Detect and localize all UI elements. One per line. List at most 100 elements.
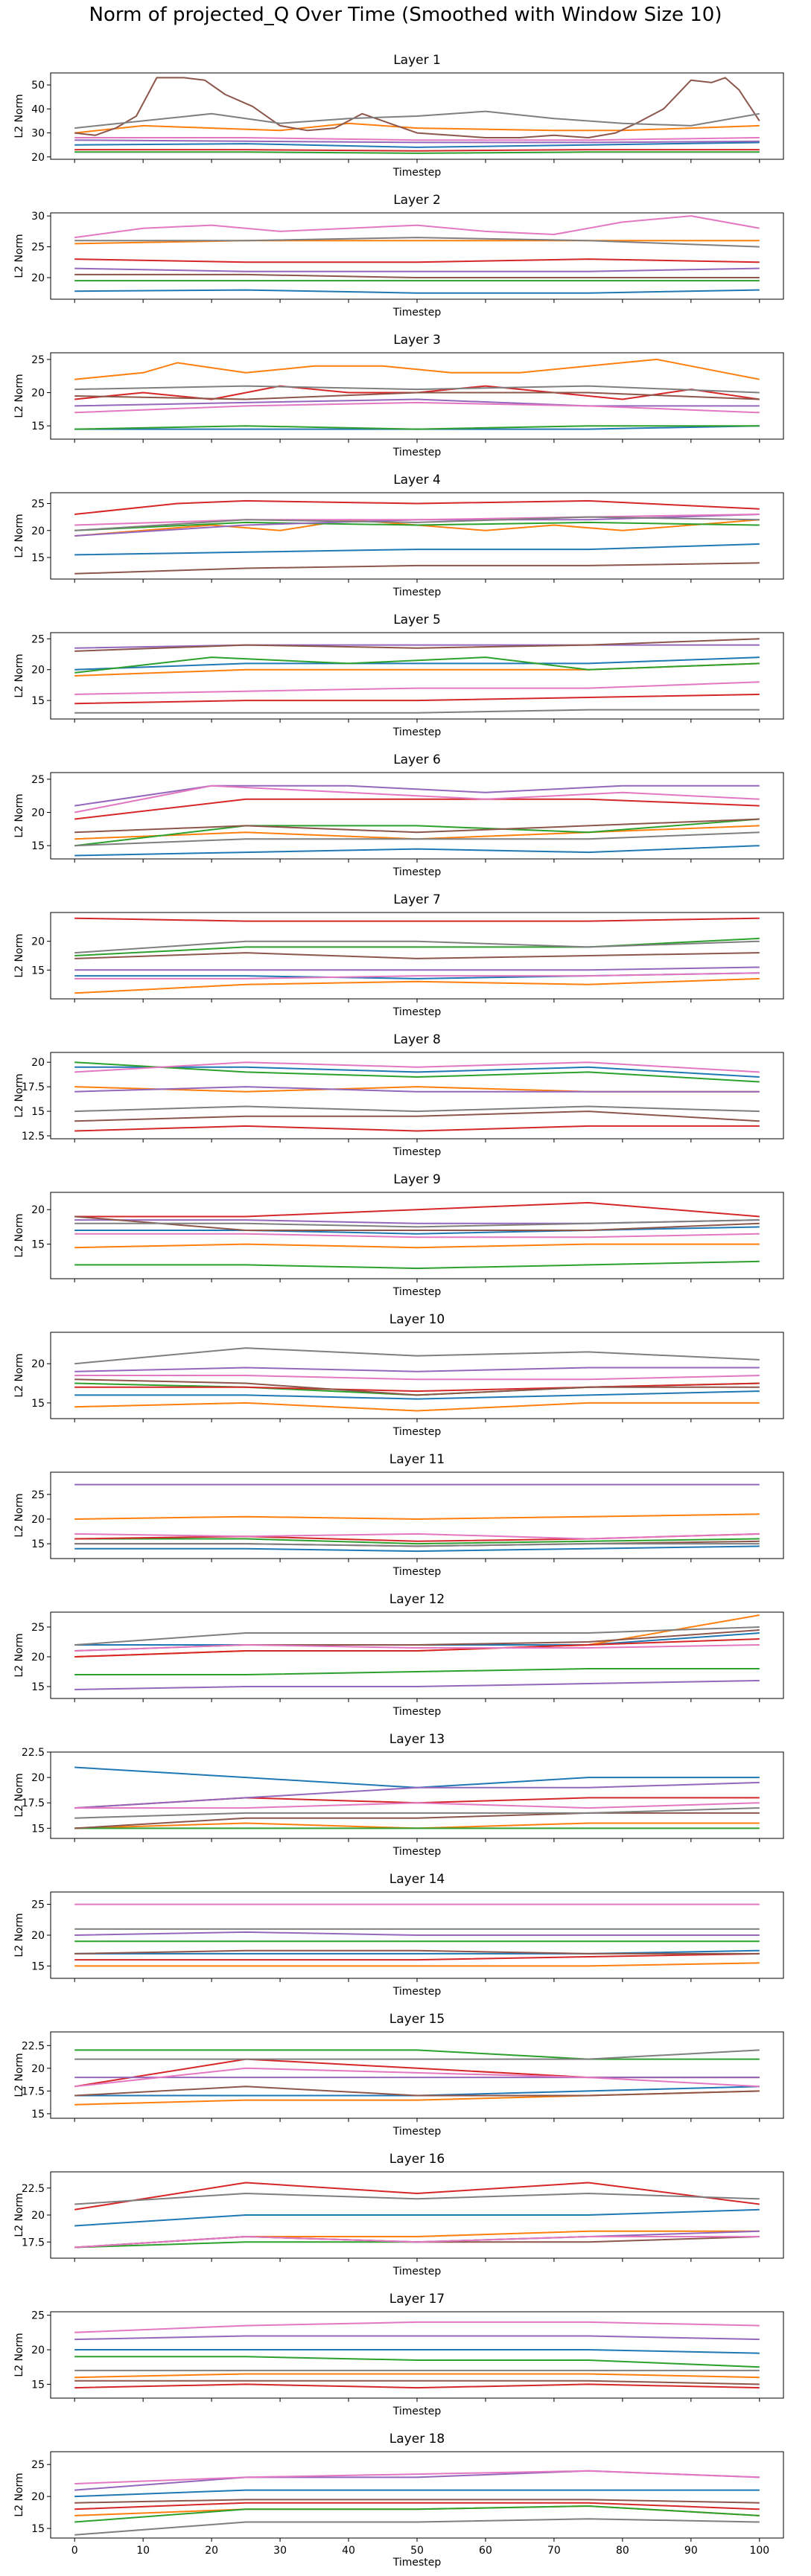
chart-title: Layer 2 — [393, 193, 441, 208]
chart-title: Layer 10 — [389, 1312, 445, 1327]
layer-chart-16: Layer 16 17.5 20 22.5 Timestep L2 Norm — [13, 2152, 784, 2278]
y-tick-label: 25 — [31, 2459, 45, 2471]
series-line — [74, 2321, 760, 2333]
layer-chart-17: Layer 17 15 20 25 Timestep L2 Norm — [13, 2292, 784, 2417]
y-axis-label: L2 Norm — [13, 1913, 25, 1957]
chart-title: Layer 9 — [393, 1172, 441, 1187]
chart-title: Layer 5 — [393, 613, 441, 627]
series-line — [74, 149, 760, 152]
series-line — [74, 1638, 760, 1658]
y-tick-label: 20 — [31, 152, 45, 164]
y-tick-label: 15 — [31, 1538, 45, 1550]
x-axis-label: Timestep — [392, 1566, 442, 1578]
series-line — [74, 1543, 760, 1547]
x-tick-label: 60 — [479, 2545, 492, 2557]
series-line — [74, 1513, 760, 1520]
series-line — [74, 1201, 760, 1218]
series-line — [74, 1233, 760, 1239]
series-line — [74, 2356, 760, 2368]
series-line — [74, 1086, 760, 1093]
y-tick-label: 25 — [31, 354, 45, 366]
x-axis-label: Timestep — [392, 1706, 442, 1718]
plot-frame — [50, 2031, 784, 2119]
y-tick-label: 20 — [31, 2491, 45, 2503]
y-tick-label: 15 — [31, 1398, 45, 1410]
series-line — [74, 2236, 760, 2249]
layer-chart-12: Layer 12 15 20 25 Timestep L2 Norm — [13, 1592, 784, 1718]
series-line — [74, 1125, 760, 1132]
plot-frame — [50, 2451, 784, 2539]
y-tick-label: 20 — [31, 1057, 45, 1069]
layer-chart-15: Layer 15 15 17.5 20 22.5 Timestep L2 Norm — [13, 2012, 784, 2138]
series-line — [74, 972, 760, 979]
figure-title: Norm of projected_Q Over Time (Smoothed … — [89, 4, 722, 26]
series-line — [74, 1347, 760, 1365]
x-axis-label: Timestep — [392, 2126, 442, 2138]
y-tick-label: 25 — [31, 633, 45, 645]
y-tick-label: 20 — [31, 1772, 45, 1784]
series-line — [74, 845, 760, 857]
series-line — [74, 2067, 760, 2088]
y-tick-label: 20 — [31, 2345, 45, 2356]
series-line — [74, 141, 760, 148]
y-tick-label: 17.5 — [22, 2086, 45, 2097]
y-tick-label: 20 — [31, 2210, 45, 2222]
series-line — [74, 2470, 760, 2484]
chart-title: Layer 3 — [393, 333, 441, 348]
y-tick-label: 20 — [31, 936, 45, 948]
series-line — [74, 2499, 760, 2504]
series-line — [74, 977, 760, 994]
series-line — [74, 1367, 760, 1372]
series-line — [74, 2502, 760, 2511]
x-axis-label: Timestep — [392, 1426, 442, 1438]
y-tick-label: 15 — [31, 421, 45, 432]
x-tick-label: 0 — [71, 2545, 78, 2557]
series-line — [74, 1812, 760, 1829]
series-line — [74, 514, 760, 526]
y-tick-label: 15 — [31, 2379, 45, 2391]
y-tick-label: 15 — [31, 2523, 45, 2535]
x-axis-label: Timestep — [392, 1986, 442, 1998]
x-axis-label: Timestep — [392, 1846, 442, 1858]
y-axis-label: L2 Norm — [13, 2193, 25, 2237]
series-line — [74, 784, 760, 807]
series-line — [74, 2086, 760, 2097]
series-line — [74, 385, 760, 394]
series-line — [74, 681, 760, 695]
series-line — [74, 151, 760, 154]
y-tick-label: 25 — [31, 774, 45, 786]
series-line — [74, 1626, 760, 1646]
series-line — [74, 110, 760, 130]
chart-title: Layer 11 — [389, 1452, 445, 1467]
y-axis-label: L2 Norm — [13, 1493, 25, 1537]
series-line — [74, 1952, 760, 1961]
series-line — [74, 2208, 760, 2227]
series-line — [74, 1219, 760, 1228]
chart-title: Layer 12 — [389, 1592, 445, 1607]
series-line — [74, 1931, 760, 1936]
chart-title: Layer 8 — [393, 1032, 441, 1047]
y-axis-label: L2 Norm — [13, 653, 25, 697]
x-tick-label: 90 — [684, 2545, 698, 2557]
series-line — [74, 1949, 760, 1955]
y-tick-label: 15 — [31, 965, 45, 977]
series-line — [74, 644, 760, 649]
layer-chart-3: Layer 3 15 20 25 Timestep L2 Norm — [13, 333, 784, 458]
series-line — [74, 1226, 760, 1235]
series-line — [74, 1243, 760, 1249]
y-tick-label: 22.5 — [22, 2183, 45, 2195]
x-axis-label: Timestep — [392, 726, 442, 738]
series-line — [74, 818, 760, 847]
series-line — [74, 289, 760, 294]
y-tick-label: 17.5 — [22, 1081, 45, 1093]
y-tick-label: 15 — [31, 1960, 45, 1972]
series-line — [74, 1382, 760, 1393]
series-line — [74, 398, 760, 407]
series-line — [74, 543, 760, 556]
y-tick-label: 15 — [31, 2109, 45, 2120]
series-line — [74, 940, 760, 954]
series-line — [74, 1375, 760, 1381]
y-axis-label: L2 Norm — [13, 374, 25, 418]
y-tick-label: 20 — [31, 808, 45, 819]
